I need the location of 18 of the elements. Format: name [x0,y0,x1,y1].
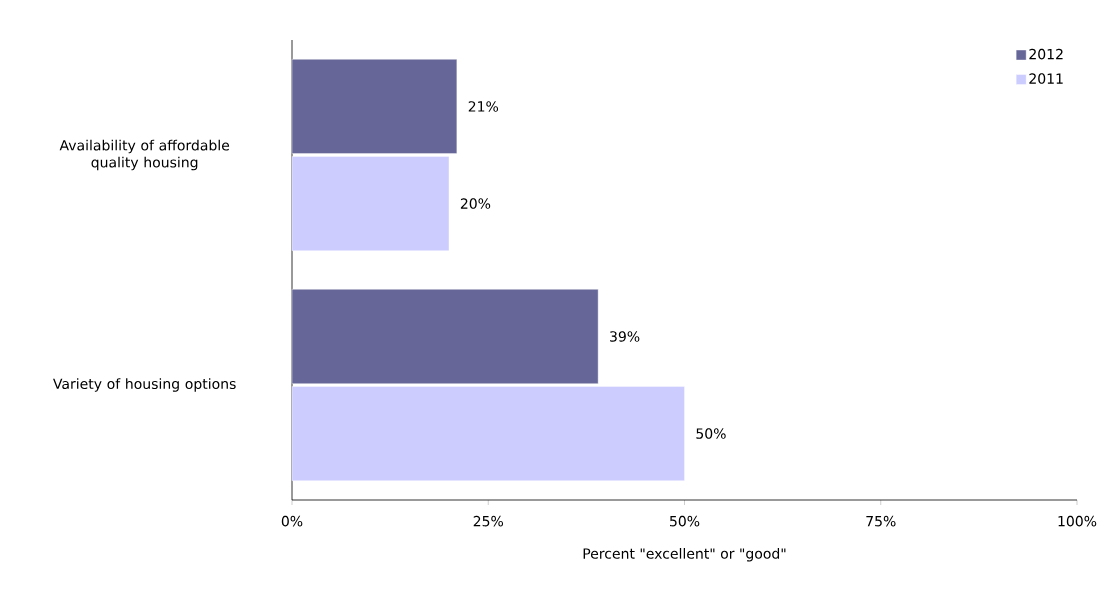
y-tick-label: Variety of housing options [53,378,236,392]
bar [291,386,685,481]
bar [291,156,450,251]
data-label: 39% [610,331,640,342]
x-axis-title: Percent "excellent" or "good" [583,547,786,562]
data-label: 50% [696,428,726,439]
bar [291,59,458,154]
x-tick-label: 100% [1058,515,1097,527]
bar [291,289,599,384]
legend-label: 2012 [1029,48,1063,60]
x-tick-label: 50% [670,515,700,527]
data-label: 20% [460,198,491,209]
x-tick-label: 75% [866,515,896,527]
legend-label: 2011 [1029,73,1063,84]
y-tick-label: Availability of affordable quality housing [59,139,230,171]
data-label: 21% [468,101,499,112]
x-tick-label: 0% [281,515,303,527]
x-tick-label: 25% [473,515,504,527]
